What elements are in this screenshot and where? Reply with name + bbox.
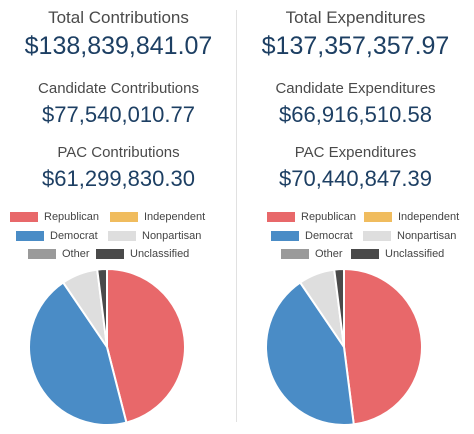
legend-label: Other	[62, 248, 90, 260]
legend-swatch	[364, 212, 392, 222]
total-expenditures-label: Total Expenditures	[285, 8, 426, 27]
legend-label: Nonpartisan	[397, 230, 457, 242]
legend-label: Other	[315, 248, 343, 260]
legend-item-nonpartisan[interactable]: Nonpartisan	[363, 229, 456, 243]
candidate-contributions-label: Candidate Contributions	[38, 80, 199, 97]
legend-item-democrat[interactable]: Democrat	[16, 229, 98, 243]
contributions-panel: Total Contributions $138,839,841.07 Cand…	[10, 8, 213, 426]
total-contributions-value: $138,839,841.07	[24, 32, 213, 60]
legend-item-republican[interactable]: Republican	[267, 210, 356, 224]
contributions-pie-chart	[28, 267, 186, 426]
column-divider	[236, 10, 237, 422]
pie-slice-unclassified[interactable]	[333, 267, 345, 348]
legend-label: Democrat	[50, 230, 98, 242]
legend-item-other[interactable]: Other	[28, 247, 90, 261]
legend-swatch	[351, 249, 379, 259]
candidate-expenditures-value: $66,916,510.58	[279, 102, 432, 127]
legend-swatch	[16, 231, 44, 241]
pie-slice-republican[interactable]	[106, 267, 186, 424]
pac-contributions-value: $61,299,830.30	[42, 166, 195, 191]
legend-swatch	[28, 249, 56, 259]
legend-item-independent[interactable]: Independent	[364, 210, 459, 224]
legend-item-unclassified[interactable]: Unclassified	[351, 247, 444, 261]
legend-item-republican[interactable]: Republican	[10, 210, 99, 224]
total-contributions-label: Total Contributions	[48, 8, 189, 27]
legend-swatch	[10, 212, 38, 222]
legend-label: Republican	[44, 211, 100, 223]
pie-slice-unclassified[interactable]	[96, 267, 108, 348]
legend-label: Republican	[301, 211, 357, 223]
candidate-expenditures-label: Candidate Expenditures	[275, 80, 436, 97]
expenditures-pie-chart	[265, 267, 423, 426]
legend-swatch	[271, 231, 299, 241]
legend-swatch	[108, 231, 136, 241]
legend-swatch	[110, 212, 138, 222]
pac-contributions-label: PAC Contributions	[57, 144, 180, 161]
legend-label: Unclassified	[130, 248, 190, 260]
pac-expenditures-label: PAC Expenditures	[294, 144, 417, 161]
candidate-contributions-value: $77,540,010.77	[42, 102, 195, 127]
pac-expenditures-value: $70,440,847.39	[279, 166, 432, 191]
legend-item-other[interactable]: Other	[281, 247, 343, 261]
legend-item-independent[interactable]: Independent	[110, 210, 205, 224]
legend-label: Democrat	[305, 230, 353, 242]
legend-swatch	[96, 249, 124, 259]
legend-swatch	[281, 249, 309, 259]
legend-swatch	[363, 231, 391, 241]
total-expenditures-value: $137,357,357.97	[261, 32, 450, 60]
legend-item-unclassified[interactable]: Unclassified	[96, 247, 189, 261]
legend-label: Unclassified	[385, 248, 445, 260]
legend-item-democrat[interactable]: Democrat	[271, 229, 353, 243]
pie-slice-democrat[interactable]	[28, 281, 128, 426]
legend-item-nonpartisan[interactable]: Nonpartisan	[108, 229, 201, 243]
legend-label: Nonpartisan	[142, 230, 202, 242]
legend-label: Independent	[398, 211, 460, 223]
pie-slice-republican[interactable]	[343, 267, 423, 426]
expenditures-panel: Total Expenditures $137,357,357.97 Candi…	[237, 0, 474, 434]
legend-swatch	[267, 212, 295, 222]
pie-slice-democrat[interactable]	[265, 281, 355, 426]
legend-label: Independent	[144, 211, 206, 223]
